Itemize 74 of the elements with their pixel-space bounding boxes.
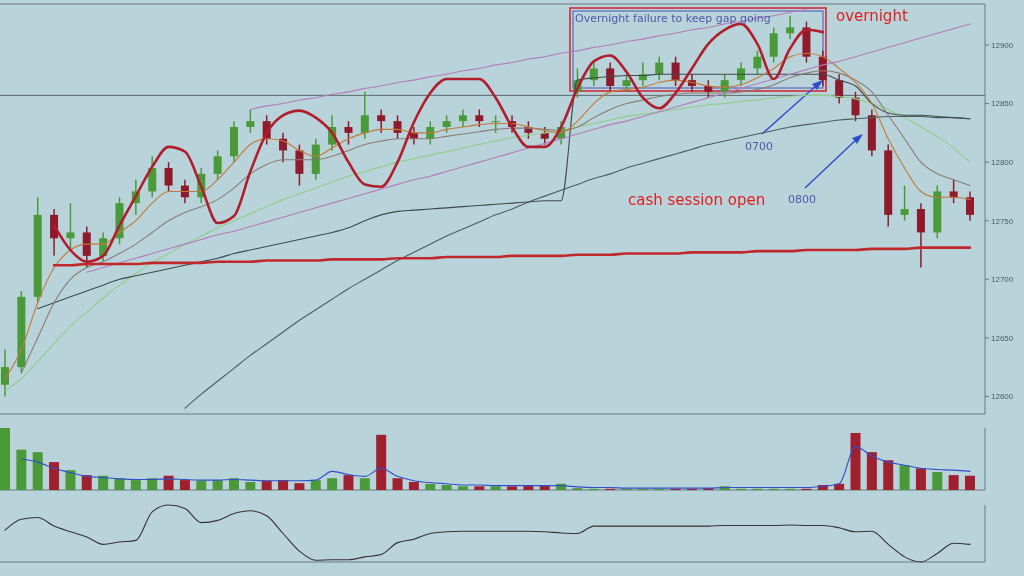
y-tick-label: 12700 — [991, 275, 1014, 285]
bar — [850, 432, 861, 490]
annotation: 0700 — [745, 140, 773, 153]
candlestick — [295, 143, 304, 187]
candlestick — [606, 61, 615, 93]
candlestick — [671, 55, 680, 87]
candlestick — [66, 202, 75, 251]
line-series — [86, 23, 971, 273]
bar — [343, 475, 354, 490]
y-tick-label: 12850 — [991, 99, 1014, 109]
candlestick — [377, 108, 386, 134]
bar — [948, 475, 959, 490]
bar — [228, 478, 239, 490]
bar — [408, 481, 419, 490]
bar — [49, 462, 60, 490]
line-series — [52, 22, 825, 264]
candlestick — [753, 50, 762, 76]
bar — [81, 475, 92, 490]
bar — [0, 428, 10, 490]
bar — [359, 478, 370, 490]
bar — [327, 478, 338, 490]
y-tick-label: 12900 — [991, 40, 1014, 50]
bar — [130, 480, 141, 490]
candlestick — [213, 149, 222, 181]
annotation: cash session open — [628, 191, 766, 209]
bar — [278, 480, 289, 490]
y-tick-label: 12800 — [991, 157, 1014, 167]
candlestick — [360, 91, 369, 140]
bar — [32, 452, 43, 490]
bar — [147, 478, 158, 490]
bar — [245, 481, 256, 490]
y-tick-label: 12750 — [991, 216, 1014, 226]
bar — [441, 485, 452, 490]
y-tick-label: 12600 — [991, 392, 1014, 402]
bar — [507, 486, 518, 490]
bar — [490, 486, 501, 490]
candlestick — [246, 108, 255, 134]
bar — [376, 434, 387, 490]
candlestick — [786, 14, 795, 40]
annotation: 0800 — [788, 193, 816, 206]
candlestick — [835, 73, 844, 105]
candlestick — [916, 202, 925, 269]
bar — [392, 478, 403, 490]
candlestick — [949, 178, 958, 204]
bar — [915, 468, 926, 490]
candlestick — [1, 348, 9, 398]
bar — [457, 486, 468, 490]
bar — [16, 449, 27, 490]
candlestick — [82, 225, 91, 269]
annotation: overnight — [836, 7, 908, 25]
bar — [866, 452, 877, 490]
candlestick — [966, 190, 974, 222]
bar — [899, 465, 910, 490]
bar — [932, 472, 943, 490]
line-series — [249, 9, 807, 110]
bar — [310, 480, 321, 490]
candlestick — [164, 161, 173, 193]
line-series — [52, 246, 972, 267]
bar — [196, 480, 207, 490]
candlestick — [900, 184, 909, 222]
bar — [965, 475, 975, 490]
candlestick — [769, 26, 778, 64]
bar — [474, 486, 485, 490]
bar — [261, 480, 272, 490]
candlestick — [655, 55, 664, 81]
y-tick-label: 12650 — [991, 333, 1014, 343]
bar — [212, 480, 223, 490]
bar — [883, 460, 894, 490]
bar — [65, 470, 76, 490]
bar — [425, 483, 436, 490]
bar — [98, 475, 109, 490]
candlestick — [344, 120, 353, 146]
bar — [179, 480, 190, 490]
bar — [294, 483, 305, 490]
